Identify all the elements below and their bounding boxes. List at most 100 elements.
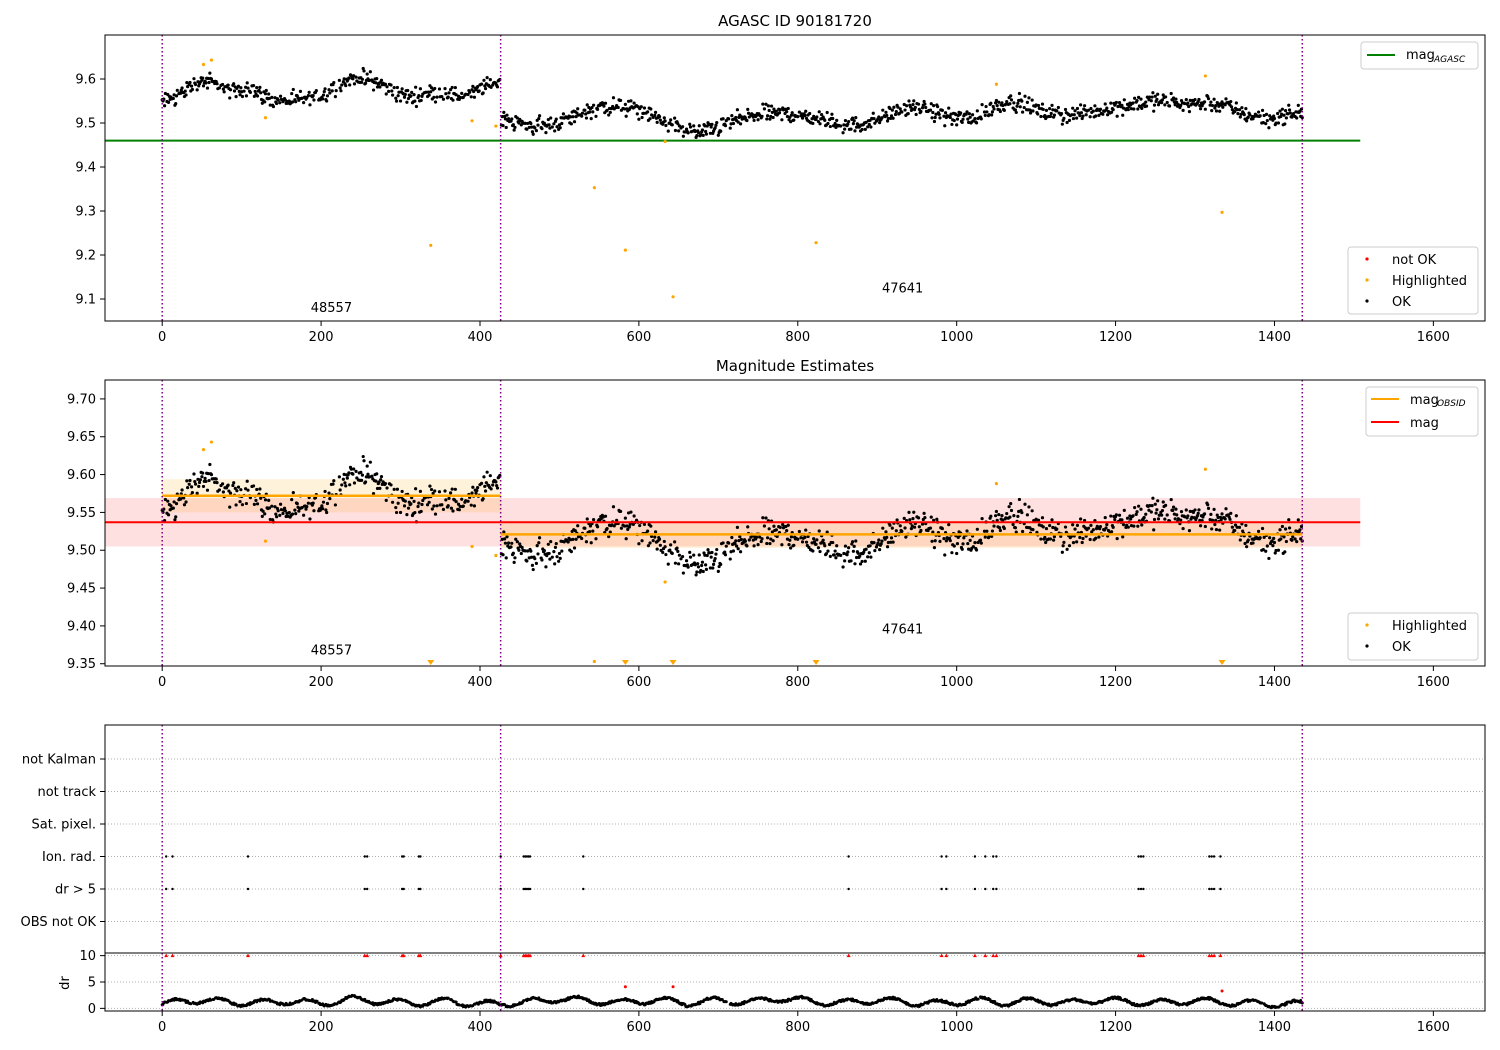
ok-point [228,96,232,100]
ok-point [657,537,662,541]
dr-ok-point [315,999,319,1003]
ok-point [214,477,218,481]
ok-point [955,123,959,127]
ok-point [1274,121,1278,125]
ok-point [488,78,492,82]
ok-point [765,114,770,118]
ok-point [728,557,732,561]
ok-point [681,134,685,138]
ok-point [1021,110,1025,114]
ok-point [384,92,388,96]
ok-point [841,565,845,569]
highlighted-point [623,248,627,252]
ok-point [824,552,828,556]
dr-clipped-marker [365,953,370,958]
ok-point [278,101,282,105]
ok-point [412,499,416,504]
ok-point [503,117,508,121]
ok-point [1179,103,1183,108]
panel-agasc-legend-lower: not OK Highlighted OK [1347,246,1479,315]
ok-point [263,100,267,104]
ok-point [482,475,486,479]
ok-point [761,516,765,520]
ok-point [259,496,263,500]
ok-point [1036,112,1040,116]
ok-point [1097,113,1101,117]
ok-point [162,104,167,108]
ok-point [252,502,256,506]
ok-point [1117,513,1122,517]
flag-point [363,855,366,858]
x-tick-label: 1600 [1417,675,1450,690]
ok-point [1075,523,1080,527]
ok-point [1237,108,1242,112]
ok-point [552,550,556,554]
ok-point [1233,528,1237,533]
y-tick-label: 9.6 [75,73,96,88]
dr-axis-label: dr [58,976,73,990]
ok-point [189,84,194,88]
ok-point [1121,523,1126,527]
ok-point [340,83,344,87]
ok-point [906,112,910,116]
ok-point [995,518,999,522]
panel-flags: 0 200 400 600 800 1000 1200 1400 1600 not Kalman… [21,724,1486,1035]
ok-point [770,530,774,534]
ok-point [253,89,257,94]
ok-point [994,509,998,514]
ok-point [1190,515,1194,519]
ok-point [728,126,732,130]
ok-point [970,113,975,117]
ok-point [1209,100,1213,104]
dr-tick-label: 10 [79,949,96,964]
ok-point [263,92,268,96]
ok-point [583,108,587,112]
ok-point [797,529,801,534]
ok-point [504,556,508,560]
ok-point [1176,517,1180,521]
ok-point [206,472,210,476]
ok-point [1089,106,1093,111]
ok-point [1278,109,1282,113]
ok-point [1078,113,1082,118]
dr-ok-point [189,1002,193,1006]
ok-point [1126,525,1130,529]
ok-point [706,548,710,552]
ok-point [228,505,232,509]
ok-point [619,526,624,530]
ok-point [1011,522,1015,527]
ok-point [1086,526,1091,530]
ok-point [968,538,972,542]
ok-point [815,538,819,542]
ok-point [363,81,368,85]
ok-point [321,97,325,101]
ok-point [1256,110,1261,114]
ok-point [290,91,294,96]
ok-point [502,530,506,534]
highlighted-point [470,119,474,123]
ok-point [767,527,771,531]
ok-point [526,549,530,553]
ok-point [807,545,811,549]
ok-point [746,525,750,529]
ok-point [205,86,210,90]
ok-point [980,517,984,521]
ok-point [347,471,351,475]
dr-clipped-marker [944,953,949,958]
ok-point [847,546,851,550]
ok-point [1114,100,1118,105]
highlighted-point [263,539,268,543]
ok-point [1103,102,1107,106]
x-tick-label: 1200 [1099,330,1132,345]
ok-point [1228,517,1232,521]
ok-point [204,81,208,85]
ok-point [884,110,888,114]
ok-point [510,117,514,121]
ok-point [546,117,550,122]
highlighted-point [429,243,433,247]
ok-point [1216,515,1220,520]
ok-point [1001,518,1005,522]
ok-point [1149,510,1153,514]
ok-point [785,528,789,533]
ok-point [1023,94,1027,98]
